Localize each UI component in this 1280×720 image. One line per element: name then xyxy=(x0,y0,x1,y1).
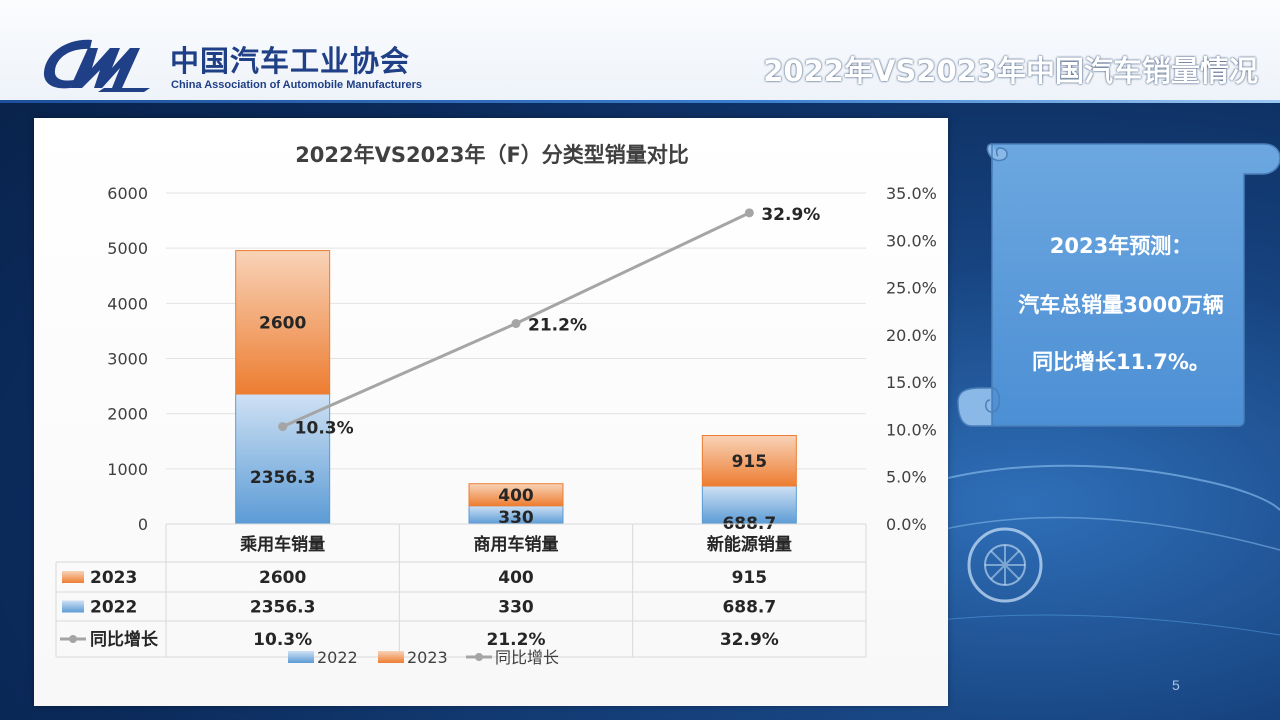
forecast-line-2: 汽车总销量3000万辆 xyxy=(1018,293,1224,317)
legend-key xyxy=(62,571,84,583)
car-outline-decoration xyxy=(940,464,1280,636)
category-label: 乘用车销量 xyxy=(239,534,325,555)
legend-key xyxy=(62,600,84,613)
table-cell: 330 xyxy=(498,598,534,618)
y-right-tick-label: 20.0% xyxy=(886,326,937,345)
forecast-scroll-banner xyxy=(957,143,1280,427)
y-right-tick-label: 35.0% xyxy=(886,184,937,203)
table-cell: 2356.3 xyxy=(250,598,316,618)
bar-2022-label: 330 xyxy=(498,508,534,528)
growth-point-label: 32.9% xyxy=(761,205,820,225)
growth-line-series: 10.3% 21.2% 32.9% xyxy=(278,205,820,439)
y-right-tick-label: 30.0% xyxy=(886,231,937,250)
y-right-tick-label: 0.0% xyxy=(886,515,927,534)
bar-2022 xyxy=(235,393,331,525)
data-table: 乘用车销量 商用车销量 新能源销量 2023 2600 400 915 2022 2356.3 3… xyxy=(55,523,867,658)
table-cell: 400 xyxy=(498,568,534,588)
chart-panel xyxy=(34,118,948,706)
bar-2023-label: 915 xyxy=(732,452,768,472)
bar-2023 xyxy=(235,250,331,395)
legend-label: 2023 xyxy=(407,648,448,667)
legend-label: 2022 xyxy=(317,648,358,667)
legend-key-growth xyxy=(475,653,483,661)
bar-2023-label: 400 xyxy=(498,486,534,506)
forecast-line-3: 同比增长11.7%。 xyxy=(1032,350,1210,374)
growth-point-label: 10.3% xyxy=(295,419,354,439)
chart-legend: 2022 2023 同比增长 xyxy=(288,648,559,667)
y-right-tick-label: 10.0% xyxy=(886,420,937,439)
growth-point-label: 21.2% xyxy=(528,316,587,336)
y-left-tick-label: 3000 xyxy=(107,350,148,369)
legend-label: 同比增长 xyxy=(495,648,559,667)
table-cell: 2600 xyxy=(259,568,306,588)
header-divider xyxy=(0,100,1280,103)
forecast-line-1: 2023年预测： xyxy=(1049,234,1193,258)
growth-point xyxy=(511,319,521,329)
legend-key xyxy=(69,635,77,643)
y-right-tick-label: 5.0% xyxy=(886,468,927,487)
category-label: 商用车销量 xyxy=(474,534,559,555)
table-cell: 32.9% xyxy=(720,630,779,650)
chart-title: 2022年VS2023年（F）分类型销量对比 xyxy=(295,143,689,167)
table-row-label: 2022 xyxy=(90,598,137,618)
bar-2022 xyxy=(701,485,797,525)
table-row-label: 同比增长 xyxy=(90,629,159,650)
table-cell: 21.2% xyxy=(487,630,546,650)
category-label: 新能源销量 xyxy=(707,534,792,555)
org-name-en: China Association of Automobile Manufact… xyxy=(171,79,422,91)
growth-point xyxy=(744,208,754,218)
y-axis-left: 0 1000 2000 3000 4000 5000 6000 xyxy=(107,184,148,534)
org-name-cn: 中国汽车工业协会 xyxy=(170,44,411,78)
y-right-tick-label: 15.0% xyxy=(886,373,937,392)
y-left-tick-label: 6000 xyxy=(107,184,148,203)
page-title: 2022年VS2023年中国汽车销量情况 xyxy=(763,54,1258,88)
table-row-label: 2023 xyxy=(90,568,137,588)
y-left-tick-label: 2000 xyxy=(107,405,148,424)
bar-2023 xyxy=(701,435,797,487)
y-axis-right: 0.0% 5.0% 10.0% 15.0% 20.0% 25.0% 30.0% 35.0% xyxy=(886,184,937,534)
header-bar xyxy=(0,0,1280,100)
caam-logo-icon xyxy=(43,39,150,92)
y-right-tick-label: 25.0% xyxy=(886,279,937,298)
legend-key-2023 xyxy=(378,651,404,663)
y-left-tick-label: 5000 xyxy=(107,239,148,258)
bar-2022-label: 2356.3 xyxy=(250,468,316,488)
bar-2023-label: 2600 xyxy=(259,313,306,333)
y-left-tick-label: 0 xyxy=(138,515,148,534)
table-cell: 10.3% xyxy=(253,630,312,650)
growth-point xyxy=(278,422,288,432)
table-cell: 915 xyxy=(732,568,768,588)
y-left-tick-label: 1000 xyxy=(107,460,148,479)
page-number: 5 xyxy=(1172,677,1180,693)
chart-svg: 2022年VS2023年（F）分类型销量对比 01000200030004000… xyxy=(55,143,937,667)
legend-key-2022 xyxy=(288,651,314,663)
table-cell: 688.7 xyxy=(722,598,776,618)
bar-2023 xyxy=(468,483,564,507)
y-left-tick-label: 4000 xyxy=(107,294,148,313)
